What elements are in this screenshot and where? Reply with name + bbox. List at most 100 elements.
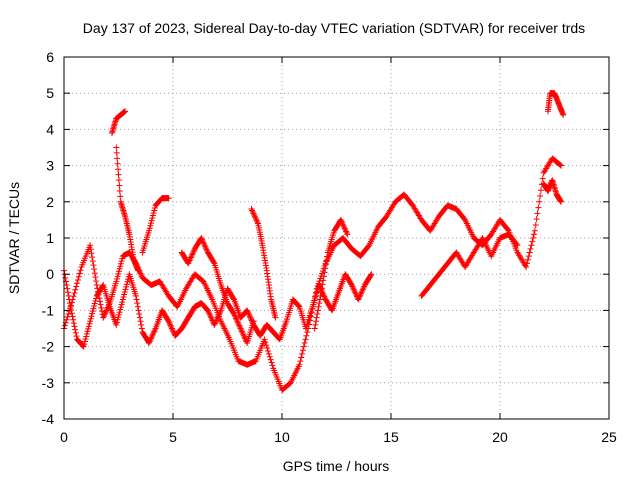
data-point — [186, 257, 193, 264]
data-point — [303, 332, 310, 339]
data-point — [262, 339, 269, 346]
data-point — [360, 284, 367, 291]
data-point — [71, 290, 78, 297]
data-point — [69, 313, 76, 320]
data-point — [82, 335, 89, 342]
data-point — [91, 300, 98, 307]
data-point — [122, 108, 129, 115]
data-point — [357, 290, 364, 297]
data-point — [238, 328, 245, 335]
data-point — [210, 259, 217, 266]
data-point — [537, 193, 544, 200]
data-point — [204, 248, 211, 255]
data-point — [233, 316, 240, 323]
data-point — [320, 277, 327, 284]
data-point — [348, 282, 355, 289]
data-point — [102, 310, 109, 317]
data-point — [72, 286, 79, 293]
data-point — [114, 155, 121, 162]
data-point — [133, 296, 140, 303]
data-point — [151, 204, 158, 211]
data-point — [206, 310, 213, 317]
data-point — [241, 334, 248, 341]
data-point — [236, 324, 243, 331]
data-point — [537, 187, 544, 194]
data-point — [350, 286, 357, 293]
data-point — [246, 313, 253, 320]
data-point — [115, 166, 122, 173]
data-point — [65, 292, 72, 299]
data-point — [338, 218, 345, 225]
y-tick-label: 5 — [46, 85, 54, 101]
y-axis-label: SDTVAR / TECUs — [6, 182, 22, 294]
data-point — [64, 285, 71, 292]
data-point — [115, 314, 122, 321]
data-point — [93, 282, 100, 289]
data-point — [115, 171, 122, 178]
data-point — [341, 224, 348, 231]
data-point — [138, 321, 145, 328]
data-point — [299, 347, 306, 354]
series-trace-i — [418, 231, 521, 299]
data-point — [316, 300, 323, 307]
data-point — [525, 253, 532, 260]
data-point — [101, 311, 108, 318]
data-point — [92, 274, 99, 281]
data-point — [147, 337, 154, 344]
data-point — [246, 311, 253, 318]
data-point — [266, 353, 273, 360]
data-point — [166, 321, 173, 328]
y-tick-label: 1 — [46, 230, 54, 246]
data-point — [250, 318, 257, 325]
data-point — [77, 267, 84, 274]
data-point — [169, 326, 176, 333]
data-point — [81, 338, 88, 345]
data-point — [89, 310, 96, 317]
data-point — [75, 273, 82, 280]
data-point — [215, 313, 222, 320]
data-point — [231, 311, 238, 318]
data-point — [167, 322, 174, 329]
data-point — [205, 308, 212, 315]
data-point — [118, 301, 125, 308]
data-point — [84, 328, 91, 335]
data-point — [150, 210, 157, 217]
data-point — [250, 210, 257, 217]
y-tick-label: 6 — [46, 49, 54, 65]
data-point — [189, 251, 196, 258]
axis-ticks — [63, 56, 610, 420]
data-point — [531, 231, 538, 238]
data-point — [316, 282, 323, 289]
data-point — [119, 299, 126, 306]
data-point — [149, 331, 156, 338]
data-point — [534, 210, 541, 217]
data-point — [233, 315, 240, 322]
data-point — [536, 198, 543, 205]
data-point — [134, 300, 141, 307]
data-point — [115, 268, 122, 275]
data-point — [263, 342, 270, 349]
data-point — [295, 302, 302, 309]
data-point — [168, 324, 175, 331]
data-point — [211, 321, 218, 328]
data-point — [265, 347, 272, 354]
data-point — [254, 219, 261, 226]
data-point — [168, 325, 175, 332]
series-trace-h — [311, 216, 351, 332]
data-point — [321, 295, 328, 302]
data-point — [147, 335, 154, 342]
data-point — [244, 308, 251, 315]
data-point — [70, 320, 77, 327]
data-point — [115, 270, 122, 277]
data-point — [532, 221, 539, 228]
data-point — [87, 246, 94, 253]
data-point — [88, 313, 95, 320]
data-point — [74, 276, 81, 283]
data-point — [93, 295, 100, 302]
data-point — [62, 274, 69, 281]
data-point — [117, 306, 124, 313]
data-point — [314, 307, 321, 314]
data-point — [524, 256, 531, 263]
data-point — [137, 318, 144, 325]
data-point — [368, 271, 375, 278]
